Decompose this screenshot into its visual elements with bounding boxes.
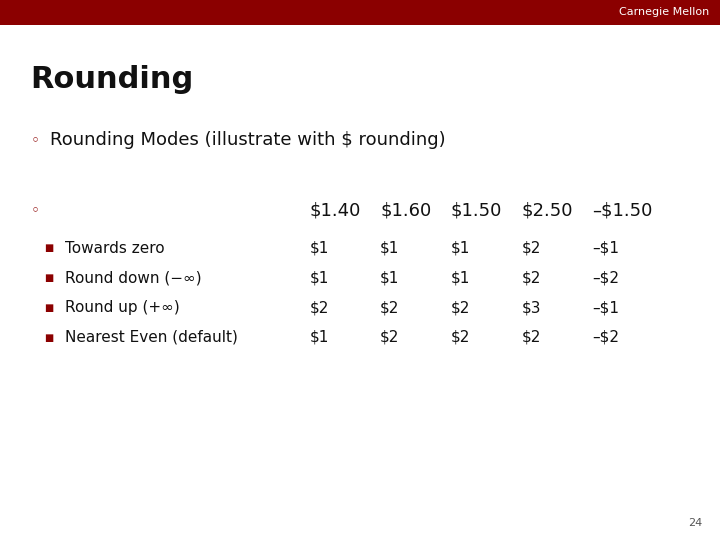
Text: Rounding: Rounding	[30, 65, 194, 94]
Text: $1: $1	[310, 271, 329, 286]
Text: Towards zero: Towards zero	[65, 241, 164, 256]
Text: –$1: –$1	[592, 241, 619, 256]
Text: Round down (−∞): Round down (−∞)	[65, 271, 202, 286]
Text: $1.60: $1.60	[380, 201, 431, 220]
Text: $2: $2	[380, 330, 400, 345]
Text: $1: $1	[310, 241, 329, 256]
Text: ■: ■	[45, 273, 53, 283]
Text: $1: $1	[451, 271, 470, 286]
Text: Carnegie Mellon: Carnegie Mellon	[619, 8, 709, 17]
Text: Round up (+∞): Round up (+∞)	[65, 300, 179, 315]
Text: $2: $2	[521, 241, 541, 256]
Text: ◦: ◦	[30, 133, 40, 148]
Text: $2: $2	[451, 330, 470, 345]
Text: Nearest Even (default): Nearest Even (default)	[65, 330, 238, 345]
Text: $1.50: $1.50	[451, 201, 502, 220]
Text: $1: $1	[380, 241, 400, 256]
Text: ■: ■	[45, 333, 53, 342]
Text: $1: $1	[451, 241, 470, 256]
Text: 24: 24	[688, 518, 702, 528]
Text: $2: $2	[451, 300, 470, 315]
Text: $2: $2	[521, 271, 541, 286]
Text: –$1: –$1	[592, 300, 619, 315]
Text: $2: $2	[310, 300, 329, 315]
Text: –$2: –$2	[592, 330, 619, 345]
Bar	[0, 0, 720, 25]
Text: $2: $2	[380, 300, 400, 315]
Text: $2.50: $2.50	[521, 201, 573, 220]
Text: –$2: –$2	[592, 271, 619, 286]
Text: $1.40: $1.40	[310, 201, 361, 220]
Text: $1: $1	[380, 271, 400, 286]
Text: Rounding Modes (illustrate with $ rounding): Rounding Modes (illustrate with $ roundi…	[50, 131, 446, 150]
Text: –$1.50: –$1.50	[592, 201, 652, 220]
Text: ■: ■	[45, 244, 53, 253]
Text: $3: $3	[521, 300, 541, 315]
Text: $1: $1	[310, 330, 329, 345]
Text: ◦: ◦	[30, 203, 40, 218]
Text: ■: ■	[45, 303, 53, 313]
Text: $2: $2	[521, 330, 541, 345]
